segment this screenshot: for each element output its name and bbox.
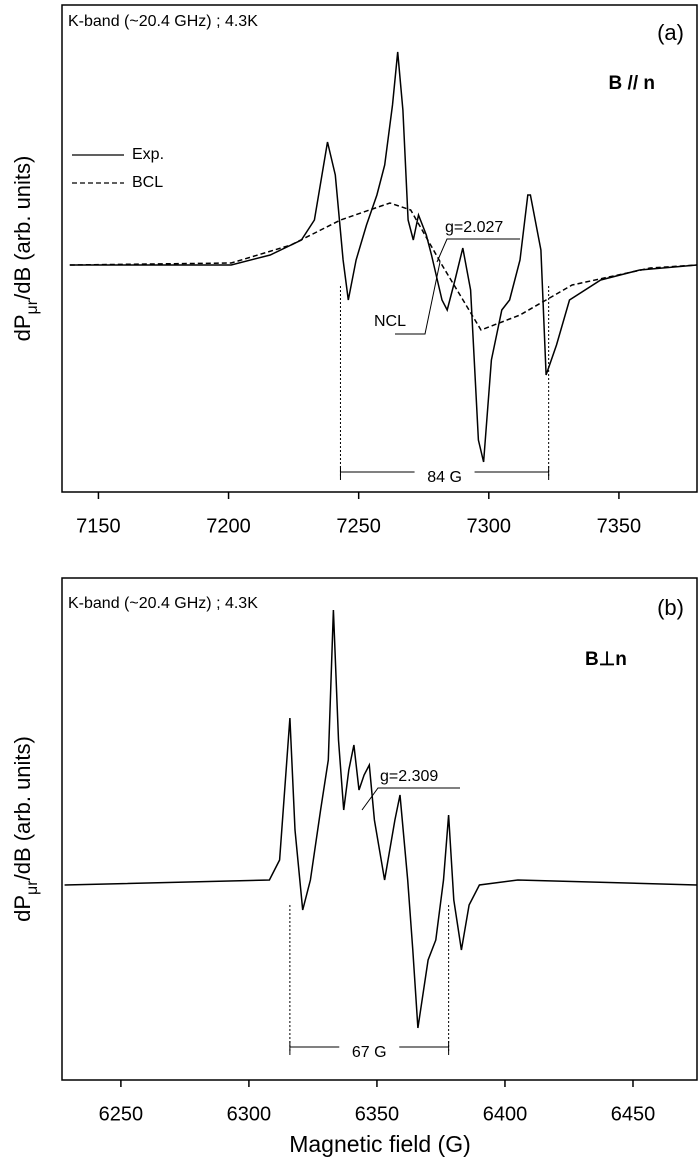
orientation-label: B⊥n <box>585 649 627 670</box>
bracket-label: 84 G <box>427 469 462 486</box>
panel-label: (b) <box>657 595 684 620</box>
bracket-label-bg <box>414 461 475 483</box>
x-tick-label: 6300 <box>227 1103 272 1125</box>
x-tick-label: 7150 <box>76 515 121 537</box>
y-label-part: /dB (arb. units) <box>10 736 35 880</box>
leader-line <box>436 238 520 263</box>
x-tick-label: 6250 <box>99 1103 144 1125</box>
bracket-label: 67 G <box>352 1044 387 1061</box>
orientation-label: B // n <box>609 73 655 94</box>
y-axis-label: dPμr/dB (arb. units) <box>10 736 41 922</box>
y-label-part: /dB (arb. units) <box>10 156 35 300</box>
x-tick-label: 6400 <box>483 1103 528 1125</box>
x-tick-label: 7250 <box>336 515 381 537</box>
panel-title: K-band (~20.4 GHz) ; 4.3K <box>68 13 258 30</box>
legend-label: BCL <box>132 174 163 191</box>
ncl-label: NCL <box>374 313 406 330</box>
y-label-part: μr <box>24 880 41 895</box>
data-line <box>64 609 698 1029</box>
x-tick-label: 7300 <box>467 515 512 537</box>
leader-line <box>361 787 460 811</box>
plot-frame <box>61 577 698 1081</box>
y-axis-label: dPμr/dB (arb. units) <box>10 156 41 342</box>
panel-title: K-band (~20.4 GHz) ; 4.3K <box>68 595 258 612</box>
panel-label: (a) <box>657 20 684 45</box>
y-label-part: dP <box>10 895 35 922</box>
x-tick-label: 6450 <box>611 1103 656 1125</box>
data-line <box>69 202 698 331</box>
bracket-label-bg <box>339 1036 400 1058</box>
x-tick-label: 7200 <box>206 515 251 537</box>
g-label: g=2.027 <box>445 219 503 236</box>
y-label-part: dP <box>10 314 35 341</box>
legend-label: Exp. <box>132 146 164 163</box>
x-tick-label: 7350 <box>597 515 642 537</box>
x-tick-label: 6350 <box>355 1103 400 1125</box>
y-label-part: μr <box>24 299 41 314</box>
x-axis-label: Magnetic field (G) <box>289 1131 471 1157</box>
plot-frame <box>61 4 698 493</box>
data-line <box>69 51 698 463</box>
g-label: g=2.309 <box>380 768 438 785</box>
leader-line <box>395 261 441 335</box>
